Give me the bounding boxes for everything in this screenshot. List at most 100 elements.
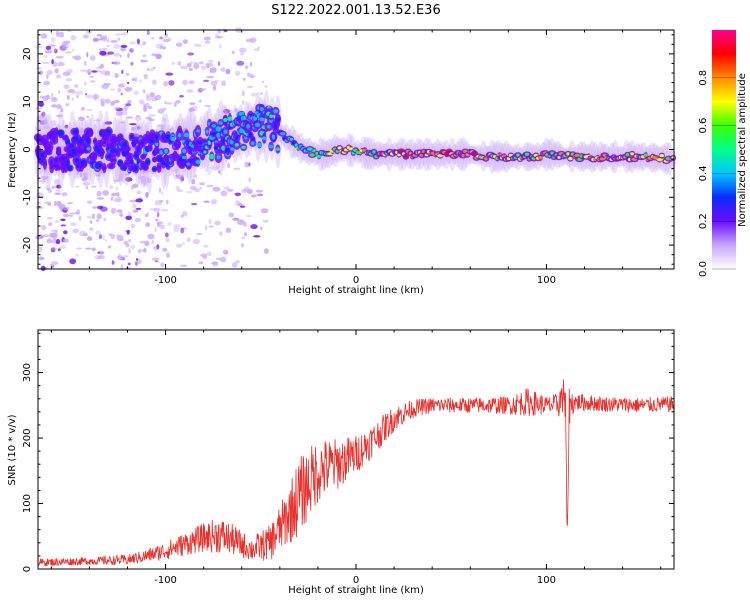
heat-core — [110, 148, 116, 154]
heat-blob — [156, 244, 160, 250]
heat-blob — [89, 80, 96, 83]
heat-core — [259, 107, 264, 112]
heat-core — [133, 138, 139, 143]
heat-core — [227, 116, 233, 122]
colorbar-tick-label: 0.0 — [698, 261, 709, 277]
heat-blob — [144, 213, 149, 218]
heat-blob — [62, 213, 70, 217]
heat-blob — [199, 88, 207, 91]
heat-blob — [154, 227, 157, 232]
heat-core — [274, 124, 278, 131]
heat-blob — [136, 258, 139, 261]
heat-blob — [70, 222, 77, 227]
heat-core — [67, 165, 73, 171]
heat-blob — [143, 73, 148, 80]
heat-blob — [191, 178, 196, 185]
heat-blob — [124, 86, 132, 92]
heat-blob — [146, 67, 150, 71]
heat-blob — [137, 176, 143, 179]
heat-core — [568, 157, 573, 161]
heat-blob — [50, 93, 54, 98]
heat-blob — [142, 54, 147, 57]
heat-blob — [47, 238, 52, 242]
heat-core — [630, 152, 634, 156]
heat-blob — [160, 125, 165, 131]
heat-blob — [110, 101, 115, 106]
heat-blob — [56, 104, 62, 110]
heat-blob — [102, 234, 105, 241]
heat-blob — [113, 43, 121, 49]
heat-blob — [53, 238, 57, 242]
heat-blob — [173, 226, 180, 232]
heat-blob — [173, 224, 181, 228]
heat-core — [178, 132, 182, 138]
heat-blob — [235, 260, 240, 264]
heat-blob — [231, 50, 235, 55]
heat-blob — [80, 69, 87, 73]
heat-blob — [119, 212, 123, 217]
heat-blob — [217, 61, 221, 66]
heat-blob — [120, 47, 126, 52]
heat-blob — [113, 61, 121, 65]
x-tick-label: 100 — [537, 575, 556, 586]
heat-blob — [110, 207, 117, 214]
heat-core — [134, 166, 138, 171]
heat-blob — [137, 126, 141, 130]
heat-blob — [101, 47, 108, 51]
heat-blob — [211, 165, 220, 171]
heat-blob — [72, 228, 79, 233]
heat-blob — [47, 188, 52, 194]
heat-core — [659, 154, 665, 158]
heat-core — [40, 153, 45, 158]
heat-core — [124, 147, 130, 151]
heat-core — [195, 159, 201, 165]
heat-blob — [225, 227, 231, 234]
heat-blob — [54, 219, 60, 223]
heat-blob — [50, 247, 56, 253]
heat-blob — [198, 99, 202, 103]
heat-blob — [115, 186, 119, 191]
heat-blob — [120, 264, 124, 269]
heat-blob — [51, 59, 54, 65]
colorbar: 0.0 0.2 0.4 0.6 0.8 Normalized spectral ampl… — [698, 30, 748, 277]
heat-blob — [142, 41, 146, 46]
x-tick-label: 0 — [353, 275, 359, 286]
heat-blob — [147, 67, 155, 72]
snr-xlabel: Height of straight line (km) — [288, 585, 424, 596]
heat-blob — [215, 36, 223, 39]
y-tick-label: -20 — [22, 237, 33, 253]
x-tick-label: 100 — [537, 275, 556, 286]
heat-blob — [251, 195, 256, 198]
heat-blob — [239, 205, 246, 208]
heat-blob — [125, 177, 133, 182]
heat-blob — [55, 238, 61, 245]
heat-core — [164, 148, 168, 154]
heat-blob — [208, 219, 212, 225]
heat-blob — [118, 83, 125, 88]
heat-blob — [214, 220, 221, 226]
heat-blob — [264, 248, 269, 255]
heat-core — [143, 165, 148, 170]
heat-blob — [246, 85, 254, 89]
heat-core — [81, 160, 87, 165]
heat-blob — [62, 71, 71, 77]
heat-blob — [181, 211, 188, 217]
heat-blob — [64, 124, 69, 129]
heat-blob — [125, 215, 133, 220]
heat-core — [130, 134, 134, 140]
heat-blob — [125, 73, 130, 76]
heat-blob — [250, 37, 257, 43]
heat-blob — [130, 223, 136, 229]
heat-blob — [57, 248, 61, 252]
heat-blob — [246, 72, 251, 78]
heat-blob — [99, 70, 108, 75]
heat-blob — [222, 108, 230, 114]
heat-blob — [80, 107, 86, 111]
heat-blob — [78, 116, 85, 122]
heat-blob — [38, 180, 46, 183]
heat-blob — [55, 114, 64, 118]
heat-blob — [159, 36, 164, 40]
spectrogram-data — [33, 27, 677, 271]
heat-blob — [162, 118, 166, 122]
